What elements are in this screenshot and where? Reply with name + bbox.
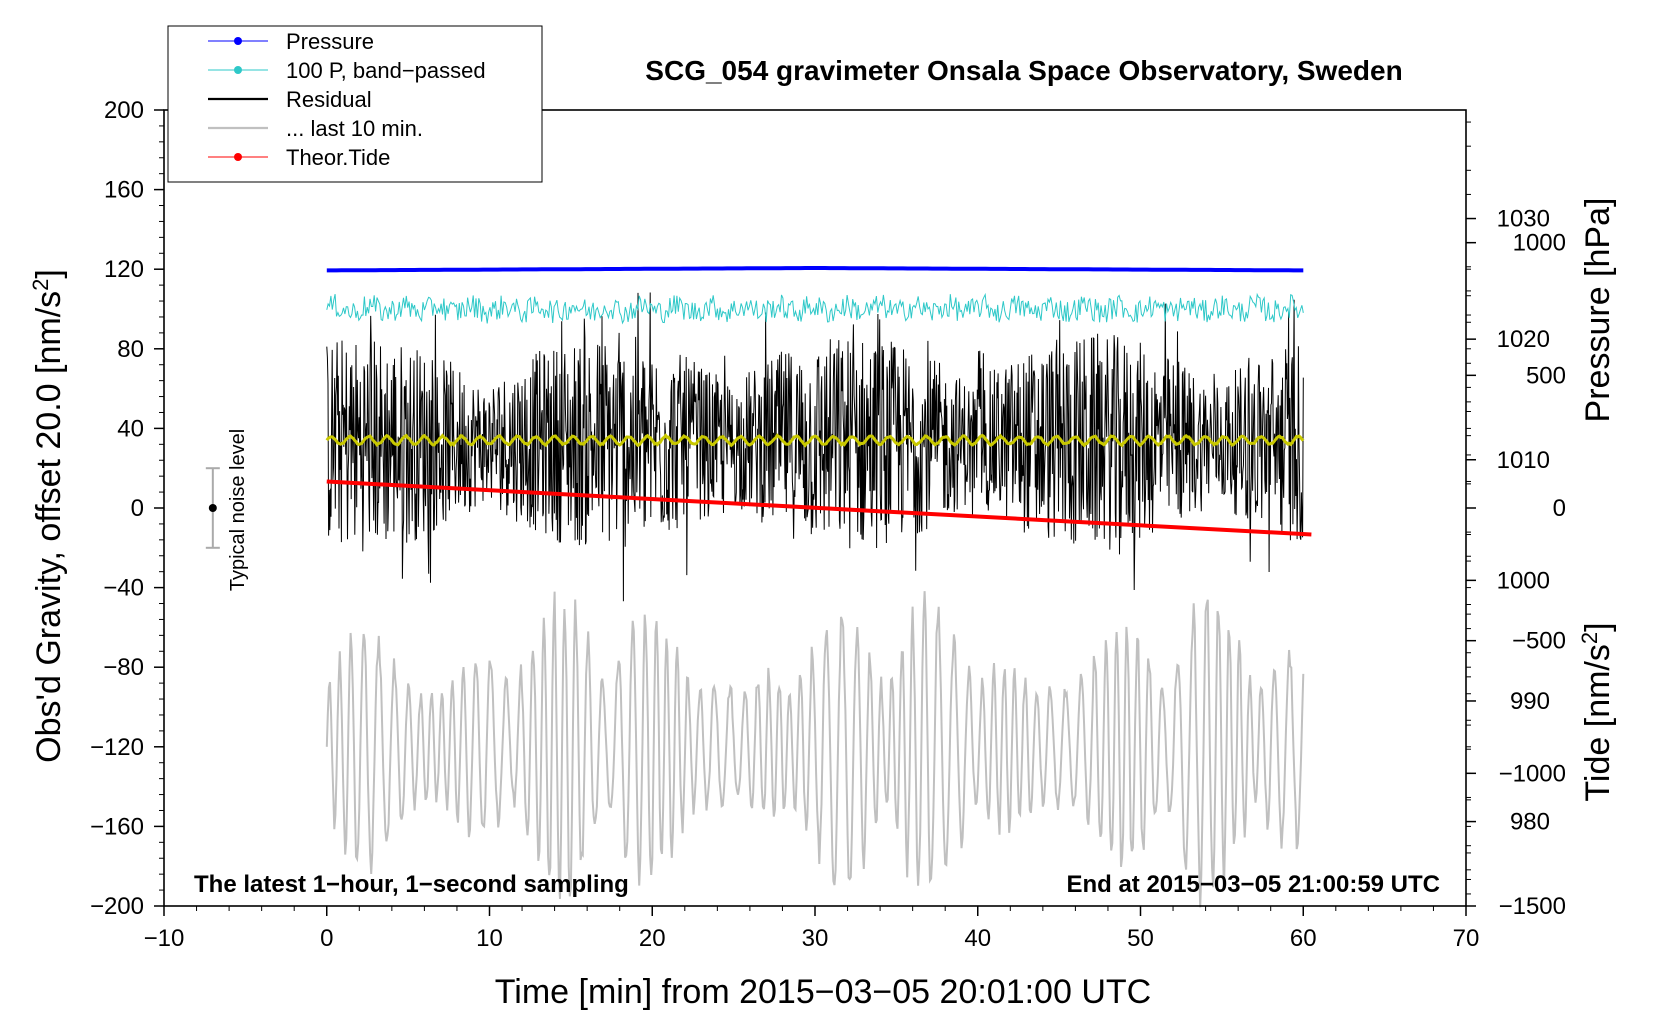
annotation-right: End at 2015−03−05 21:00:59 UTC [1066,871,1440,898]
series-pressure [326,266,1304,273]
series-last-10-min [325,591,1305,908]
legend-label: 100 P, band−passed [286,58,486,83]
series-theoretical-tide [326,479,1312,537]
series-residual [326,292,1304,602]
legend-label: Residual [286,87,372,112]
x-tick-label: 20 [639,925,666,952]
y-tick-label: 160 [104,177,144,204]
pressure-tick-label: 990 [1510,688,1550,715]
annotation-left: The latest 1−hour, 1−second sampling [194,871,629,898]
y-tick-label: −160 [90,813,144,840]
ticks-layer: −10 0 10 20 30 40 50 60 7020016012080400−40−80−1… [90,97,1566,952]
pressure-tick-label: 1030 [1497,206,1550,233]
y-tick-label: −40 [103,575,144,602]
legend-marker [234,37,242,45]
noise-bar-dot [208,504,217,512]
legend-label: Theor.Tide [286,145,390,170]
x-tick-label: 70 [1453,925,1480,952]
pressure-tick-label: 1010 [1497,447,1550,474]
y-tick-label: −120 [90,734,144,761]
y-tick-label: 120 [104,256,144,283]
y-tick-label: −80 [103,654,144,681]
legend-label: Pressure [286,29,374,54]
legend-label: ... last 10 min. [286,116,423,141]
tide-tick-label: −1500 [1499,893,1566,920]
tide-tick-label: 0 [1553,495,1566,522]
x-axis-title: Time [min] from 2015−03−05 20:01:00 UTC [495,973,1151,1011]
legend-box [167,25,543,183]
y-tick-label: 200 [104,97,144,124]
y-tick-label: −200 [90,893,144,920]
x-tick-label: −10 [144,925,185,952]
tide-tick-label: 500 [1526,362,1566,389]
tide-tick-label: −500 [1512,628,1566,655]
x-tick-label: 40 [964,925,991,952]
y-tick-label: 0 [131,495,144,522]
series-layer [325,266,1312,908]
x-tick-label: 30 [802,925,829,952]
x-tick-label: 0 [320,925,333,952]
legend: Pressure 100 P, band−passed Residual ... la… [167,25,543,183]
pressure-tick-label: 1020 [1497,326,1550,353]
noise-level-label: Typical noise level [227,429,249,591]
x-tick-label: 10 [476,925,503,952]
series-residual-smoothed [325,433,1305,448]
x-tick-label: 50 [1127,925,1154,952]
tide-tick-label: 1000 [1513,230,1566,257]
y-axis-title-left: Obs'd Gravity, offset 20.0 [nm/s2] [28,269,69,763]
legend-marker [234,153,242,161]
tide-tick-label: −1000 [1499,760,1566,787]
pressure-tick-label: 1000 [1497,567,1550,594]
chart-title: SCG_054 gravimeter Onsala Space Observat… [645,55,1402,86]
noise-level-indicator [205,467,220,549]
y-axis-title-tide: Tide [nm/s2] [1577,622,1618,801]
pressure-tick-label: 980 [1510,809,1550,836]
series-band-passed-pressure [326,292,1304,325]
y-tick-label: 80 [117,336,144,363]
y-axis-title-pressure: Pressure [hPa] [1579,198,1617,423]
legend-marker [234,66,242,74]
x-tick-label: 60 [1290,925,1317,952]
y-tick-label: 40 [117,415,144,442]
